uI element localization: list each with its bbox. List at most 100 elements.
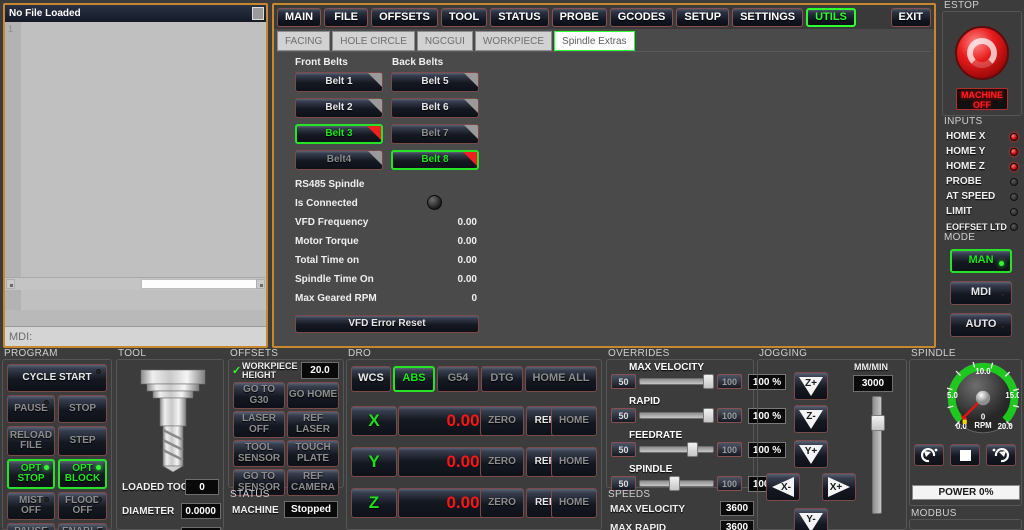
step-button[interactable]: STEP [58,426,107,456]
jog-z-minus-button[interactable]: Z- [794,405,828,433]
ref-laser-button[interactable]: REF LASER [287,411,339,438]
workpiece-height-check-icon[interactable]: ✓ [232,364,242,377]
jog-y-plus-button[interactable]: Y+ [794,440,828,468]
horizontal-scrollbar[interactable] [5,277,266,290]
tab-main[interactable]: MAIN [277,7,322,27]
slider-thumb[interactable] [703,408,714,423]
belt-2-button[interactable]: Belt 2 [295,98,383,118]
dro-home-z-button[interactable]: HOME [551,488,597,518]
dro-zero-x-button[interactable]: ZERO [480,406,524,436]
stop-button[interactable]: STOP [58,395,107,423]
slider-thumb[interactable] [669,476,680,491]
belt-1-button[interactable]: Belt 1 [295,72,383,92]
exit-button[interactable]: EXIT [890,7,931,27]
dro-wcs-button[interactable]: WCS [351,366,391,392]
pause-button[interactable]: PAUSE [7,395,55,423]
belt-6-button[interactable]: Belt 6 [391,98,479,118]
max-velocity-min[interactable]: 50 [611,374,636,389]
tool-sensor-button[interactable]: TOOL SENSOR [233,440,285,467]
tab-status[interactable]: STATUS [490,7,549,27]
cycle-start-button[interactable]: CYCLE START [7,364,107,392]
go-home-button[interactable]: GO HOME [287,382,339,409]
machine-power-button[interactable]: MACHINE OFF [956,88,1008,110]
scrollbar-thumb[interactable] [140,279,257,289]
slider-thumb[interactable] [687,442,698,457]
dro-abs-button[interactable]: ABS [393,366,435,392]
max-velocity-slider[interactable] [639,374,714,389]
dro-zero-z-button[interactable]: ZERO [480,488,524,518]
go-to-sensor-button[interactable]: GO TO SENSOR [233,469,285,496]
flood-button[interactable]: FLOOD OFF [58,492,107,520]
scroll-left-icon[interactable] [6,279,15,289]
spindle-stop-button[interactable] [950,444,980,466]
subtab-spindle-extras[interactable]: Spindle Extras [554,31,635,51]
belt-7-button[interactable]: Belt 7 [391,124,479,144]
diameter-value[interactable]: 0.0000 [181,503,221,519]
belt-5-button[interactable]: Belt 5 [391,72,479,92]
spindle-max[interactable]: 100 [717,476,742,491]
tab-setup[interactable]: SETUP [676,7,730,27]
belt-8-button[interactable]: Belt 8 [391,150,479,170]
go-to-g30-button[interactable]: GO TO G30 [233,382,285,409]
scroll-right-icon[interactable] [256,279,265,289]
spindle-cw-button[interactable] [986,444,1016,466]
reload-file-button[interactable]: RELOAD FILE [7,426,55,456]
laser-off-button[interactable]: LASER OFF [233,411,285,438]
opt-stop-button[interactable]: OPT STOP [7,459,55,489]
opt-block-button[interactable]: OPT BLOCK [58,459,107,489]
dro-zero-y-button[interactable]: ZERO [480,447,524,477]
subtab-workpiece[interactable]: WORKPIECE [474,31,553,51]
slider-thumb[interactable] [703,374,714,389]
tab-probe[interactable]: PROBE [551,7,607,27]
dro-dtg-button[interactable]: DTG [481,366,523,392]
dro-home-x-button[interactable]: HOME [551,406,597,436]
dro-home-y-button[interactable]: HOME [551,447,597,477]
subtab-facing[interactable]: FACING [277,31,331,51]
rapid-slider[interactable] [639,408,714,423]
mode-auto-button[interactable]: AUTO [950,313,1012,337]
rapid-max[interactable]: 100 [717,408,742,423]
gcode-text-area[interactable]: 1 [5,22,266,310]
spindle-slider[interactable] [639,476,714,491]
jog-rate-value[interactable]: 3000 [853,375,893,392]
belt-3-button[interactable]: Belt 3 [295,124,383,144]
rapid-min[interactable]: 50 [611,408,636,423]
workpiece-height-value[interactable]: 20.0 [301,362,339,379]
pause-spindle-button[interactable]: PAUSE SPINDLE [7,523,55,530]
estop-icon[interactable] [955,26,1009,80]
file-scroll-box[interactable] [252,7,264,20]
enable-z-comp-button[interactable]: ENABLE Z COMP [58,523,107,530]
touch-plate-button[interactable]: TOUCH PLATE [287,440,339,467]
tab-utils[interactable]: UTILS [806,7,856,27]
spindle-ccw-button[interactable] [914,444,944,466]
jog-rate-slider[interactable] [871,396,885,514]
spindle-min[interactable]: 50 [611,476,636,491]
estop-button[interactable] [955,26,1009,80]
feedrate-min[interactable]: 50 [611,442,636,457]
tab-offsets[interactable]: OFFSETS [371,7,438,27]
loaded-tool-value[interactable]: 0 [185,479,219,495]
mode-mdi-button[interactable]: MDI [950,281,1012,305]
jog-x-minus-button[interactable]: X- [766,473,800,501]
max-velocity-speed-value[interactable]: 3600 [720,501,754,516]
jog-z-plus-button[interactable]: Z+ [794,372,828,400]
jog-y-minus-button[interactable]: Y- [794,508,828,530]
dro-g54-button[interactable]: G54 [437,366,479,392]
feedrate-max[interactable]: 100 [717,442,742,457]
mode-man-button[interactable]: MAN [950,249,1012,273]
jog-slider-thumb[interactable] [871,415,885,431]
feedrate-slider[interactable] [639,442,714,457]
ref-camera-button[interactable]: REF CAMERA [287,469,339,496]
home-all-button[interactable]: HOME ALL [525,366,597,392]
mdi-input[interactable]: MDI: [5,326,266,346]
tab-settings[interactable]: SETTINGS [732,7,804,27]
subtab-ngcgui[interactable]: NGCGUI [416,31,473,51]
tab-gcodes[interactable]: GCODES [609,7,674,27]
jog-x-plus-button[interactable]: X+ [822,473,856,501]
mist-button[interactable]: MIST OFF [7,492,55,520]
belt-4-button[interactable]: Belt4 [295,150,383,170]
subtab-hole-circle[interactable]: HOLE CIRCLE [332,31,415,51]
vfd-error-reset-button[interactable]: VFD Error Reset [295,315,479,333]
tab-file[interactable]: FILE [324,7,369,27]
max-velocity-max[interactable]: 100 [717,374,742,389]
